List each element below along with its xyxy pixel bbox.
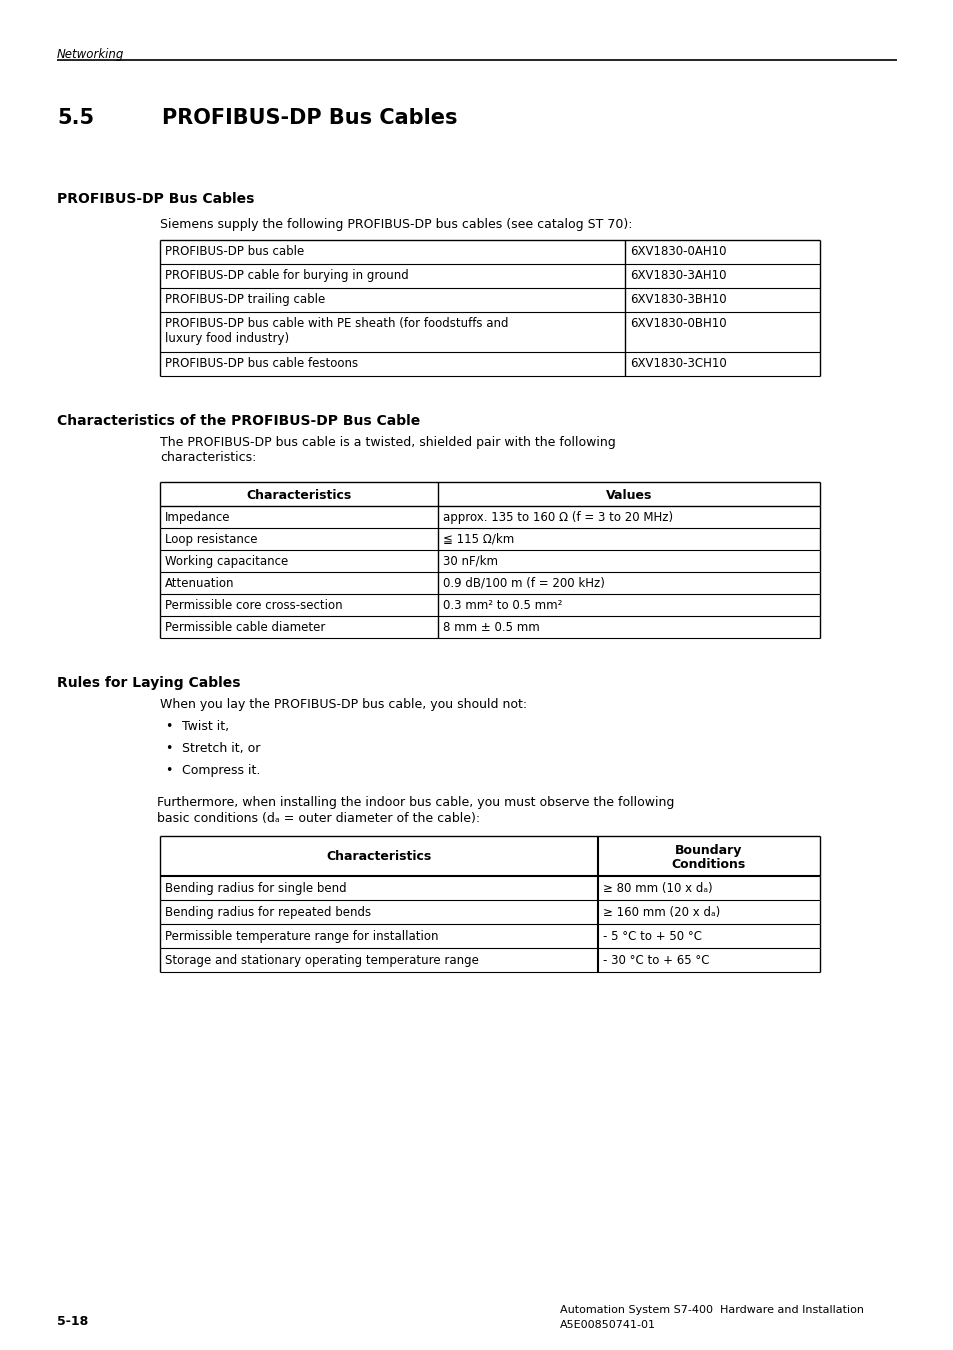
Text: Rules for Laying Cables: Rules for Laying Cables (57, 676, 240, 690)
Text: PROFIBUS-DP bus cable festoons: PROFIBUS-DP bus cable festoons (165, 356, 357, 370)
Text: Attenuation: Attenuation (165, 576, 234, 590)
Text: PROFIBUS-DP trailing cable: PROFIBUS-DP trailing cable (165, 293, 325, 306)
Text: Characteristics: Characteristics (246, 489, 352, 502)
Text: - 5 °C to + 50 °C: - 5 °C to + 50 °C (602, 930, 701, 944)
Text: PROFIBUS-DP bus cable with PE sheath (for foodstuffs and
luxury food industry): PROFIBUS-DP bus cable with PE sheath (fo… (165, 317, 508, 346)
Text: Characteristics: Characteristics (326, 850, 431, 863)
Text: •: • (165, 743, 172, 755)
Text: 6XV1830-0BH10: 6XV1830-0BH10 (629, 317, 726, 329)
Text: ≦ 115 Ω/km: ≦ 115 Ω/km (442, 533, 514, 545)
Text: Permissible temperature range for installation: Permissible temperature range for instal… (165, 930, 438, 944)
Text: Boundary: Boundary (675, 844, 741, 857)
Text: Loop resistance: Loop resistance (165, 533, 257, 545)
Text: Furthermore, when installing the indoor bus cable, you must observe the followin: Furthermore, when installing the indoor … (157, 796, 674, 809)
Text: 30 nF/km: 30 nF/km (442, 555, 497, 568)
Text: approx. 135 to 160 Ω (f = 3 to 20 MHz): approx. 135 to 160 Ω (f = 3 to 20 MHz) (442, 512, 673, 524)
Text: Impedance: Impedance (165, 512, 231, 524)
Text: •: • (165, 764, 172, 778)
Text: When you lay the PROFIBUS-DP bus cable, you should not:: When you lay the PROFIBUS-DP bus cable, … (160, 698, 527, 711)
Text: Values: Values (605, 489, 652, 502)
Text: Bending radius for repeated bends: Bending radius for repeated bends (165, 906, 371, 919)
Text: Stretch it, or: Stretch it, or (182, 743, 260, 755)
Text: basic conditions (dₐ = outer diameter of the cable):: basic conditions (dₐ = outer diameter of… (157, 811, 479, 825)
Text: Bending radius for single bend: Bending radius for single bend (165, 882, 346, 895)
Text: Characteristics of the PROFIBUS-DP Bus Cable: Characteristics of the PROFIBUS-DP Bus C… (57, 414, 420, 428)
Text: - 30 °C to + 65 °C: - 30 °C to + 65 °C (602, 954, 709, 967)
Text: The PROFIBUS-DP bus cable is a twisted, shielded pair with the following
charact: The PROFIBUS-DP bus cable is a twisted, … (160, 436, 615, 464)
Text: Networking: Networking (57, 49, 124, 61)
Text: Permissible cable diameter: Permissible cable diameter (165, 621, 325, 634)
Text: Siemens supply the following PROFIBUS-DP bus cables (see catalog ST 70):: Siemens supply the following PROFIBUS-DP… (160, 217, 632, 231)
Text: Permissible core cross-section: Permissible core cross-section (165, 599, 342, 612)
Text: PROFIBUS-DP Bus Cables: PROFIBUS-DP Bus Cables (57, 192, 254, 207)
Text: 0.3 mm² to 0.5 mm²: 0.3 mm² to 0.5 mm² (442, 599, 561, 612)
Text: •: • (165, 720, 172, 733)
Text: ≥ 160 mm (20 x dₐ): ≥ 160 mm (20 x dₐ) (602, 906, 720, 919)
Text: Working capacitance: Working capacitance (165, 555, 288, 568)
Text: A5E00850741-01: A5E00850741-01 (559, 1320, 656, 1330)
Text: Compress it.: Compress it. (182, 764, 260, 778)
Text: Twist it,: Twist it, (182, 720, 229, 733)
Text: 0.9 dB/100 m (f = 200 kHz): 0.9 dB/100 m (f = 200 kHz) (442, 576, 604, 590)
Text: PROFIBUS-DP bus cable: PROFIBUS-DP bus cable (165, 244, 304, 258)
Text: 6XV1830-3CH10: 6XV1830-3CH10 (629, 356, 726, 370)
Text: 5-18: 5-18 (57, 1315, 89, 1328)
Text: 6XV1830-0AH10: 6XV1830-0AH10 (629, 244, 726, 258)
Text: 6XV1830-3BH10: 6XV1830-3BH10 (629, 293, 726, 306)
Text: 5.5: 5.5 (57, 108, 94, 128)
Text: 8 mm ± 0.5 mm: 8 mm ± 0.5 mm (442, 621, 539, 634)
Text: PROFIBUS-DP cable for burying in ground: PROFIBUS-DP cable for burying in ground (165, 269, 408, 282)
Text: Automation System S7-400  Hardware and Installation: Automation System S7-400 Hardware and In… (559, 1305, 863, 1315)
Text: ≥ 80 mm (10 x dₐ): ≥ 80 mm (10 x dₐ) (602, 882, 712, 895)
Text: Storage and stationary operating temperature range: Storage and stationary operating tempera… (165, 954, 478, 967)
Text: Conditions: Conditions (671, 859, 745, 871)
Text: PROFIBUS-DP Bus Cables: PROFIBUS-DP Bus Cables (162, 108, 457, 128)
Text: 6XV1830-3AH10: 6XV1830-3AH10 (629, 269, 726, 282)
